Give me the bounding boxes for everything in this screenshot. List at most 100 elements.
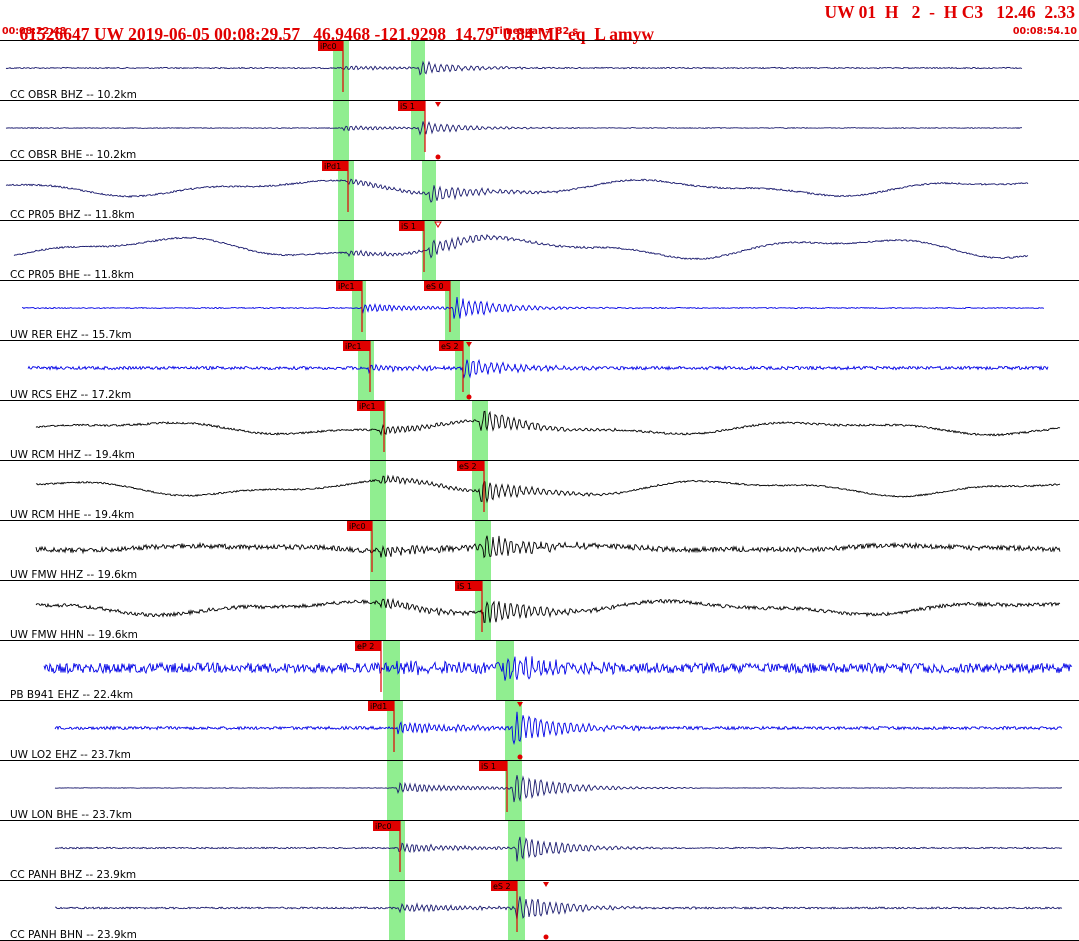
waveform-trace [5, 178, 1029, 203]
s-pick-flag [491, 881, 517, 891]
station-label: UW LON BHE -- 23.7km [10, 809, 132, 821]
s-window-highlight [472, 401, 488, 460]
p-pick-flag [343, 341, 370, 351]
station-label: UW RCM HHZ -- 19.4km [10, 449, 135, 461]
p-pick-flag [336, 281, 362, 291]
event-info: 61526647 UW 2019-06-05 00:08:29.57 46.94… [19, 24, 655, 44]
s-marker-triangle [517, 702, 523, 707]
station-label: CC OBSR BHZ -- 10.2km [10, 89, 137, 101]
s-window-highlight [505, 701, 522, 760]
p-pick-label: iPc1 [345, 342, 362, 351]
s-window-highlight [496, 641, 514, 700]
waveform-trace [35, 597, 1061, 623]
s-pick-flag [439, 341, 463, 351]
s-marker-triangle [543, 882, 549, 887]
s-pick-flag [424, 281, 450, 291]
s-pick-flag [479, 761, 507, 771]
s-window-highlight [411, 41, 425, 100]
station-label: CC PR05 BHE -- 11.8km [10, 269, 134, 281]
s-pick-flag [457, 461, 484, 471]
s-pick-label: iS 1 [401, 222, 416, 231]
trace-row: iS 1 UW LON BHE -- 23.7km [0, 761, 1079, 821]
waveform-trace [35, 410, 1061, 437]
trace-row: eP 2 PB B941 EHZ -- 22.4km [0, 641, 1079, 701]
end-time: 00:08:54.10 [1012, 26, 1077, 37]
trace-row: iPc1 UW RCM HHZ -- 19.4km [0, 401, 1079, 461]
s-pick-label: iS 1 [400, 102, 415, 111]
s-pick-flag [455, 581, 482, 591]
seismogram-panel: iPc0 CC OBSR BHZ -- 10.2km iS 1 CC OBSR BHE… [0, 40, 1079, 941]
p-window-highlight [387, 761, 403, 820]
waveform-trace [54, 711, 1063, 745]
waveform-trace [54, 896, 1063, 921]
s-window-highlight [505, 761, 522, 820]
p-window-highlight [387, 701, 403, 760]
s-pick-label: iS 1 [481, 762, 496, 771]
p-pick-label: iPc1 [359, 402, 376, 411]
p-window-highlight [383, 641, 400, 700]
trace-row: iPd1 CC PR05 BHZ -- 11.8km [0, 161, 1079, 221]
station-label: UW RCM HHE -- 19.4km [10, 509, 134, 521]
p-window-highlight [389, 881, 405, 940]
station-label: CC PR05 BHZ -- 11.8km [10, 209, 135, 221]
trace-row: iS 1 CC PR05 BHE -- 11.8km [0, 221, 1079, 281]
p-pick-flag [373, 821, 400, 831]
p-pick-label: iPd1 [324, 162, 341, 171]
trace-row: iPc0 CC PANH BHZ -- 23.9km [0, 821, 1079, 881]
p-pick-flag [357, 401, 384, 411]
trace-row: iS 1 CC OBSR BHE -- 10.2km [0, 101, 1079, 161]
s-pick-label: eS 0 [426, 282, 444, 291]
waveform-trace [35, 474, 1061, 504]
s-pick-label: eS 2 [441, 342, 459, 351]
p-pick-flag [322, 161, 348, 171]
waveform-trace [27, 358, 1049, 379]
s-pick-flag [399, 221, 424, 231]
s-pick-label: eS 2 [459, 462, 477, 471]
p-pick-label: iPc0 [375, 822, 392, 831]
s-marker-triangle [466, 342, 472, 347]
event-extra: UW 01 H 2 - H C3 12.46 2.33 [824, 2, 1075, 22]
p-pick-label: iPc0 [320, 42, 337, 51]
s-pick-label: iS 1 [457, 582, 472, 591]
p-window-highlight [333, 41, 349, 100]
p-pick-label: iPc0 [349, 522, 366, 531]
station-label: CC PANH BHN -- 23.9km [10, 929, 137, 941]
s-marker-dot [543, 934, 549, 940]
p-pick-flag [368, 701, 394, 711]
p-window-highlight [370, 581, 386, 640]
p-window-highlight [338, 221, 354, 280]
s-pick-label: eS 2 [493, 882, 511, 891]
station-label: UW RER EHZ -- 15.7km [10, 329, 132, 341]
s-marker-dot [466, 394, 472, 400]
trace-row: iPd1 UW LO2 EHZ -- 23.7km [0, 701, 1079, 761]
p-pick-flag [355, 641, 381, 651]
waveform-trace [5, 121, 1022, 136]
waveform-trace [13, 233, 1029, 261]
s-window-highlight [422, 161, 436, 220]
p-pick-label: iPc1 [338, 282, 355, 291]
s-pick-flag [398, 101, 425, 111]
start-time: 00:08:22.48 [2, 26, 67, 37]
s-marker-triangle [435, 102, 441, 107]
waveform-trace [21, 297, 1044, 319]
event-info-line: 61526647 UW 2019-06-05 00:08:29.57 46.94… [2, 1, 1077, 44]
trace-row: iS 1 UW FMW HHN -- 19.6km [0, 581, 1079, 641]
s-window-highlight [411, 101, 425, 160]
timespan: Timespan= 32 s [493, 26, 579, 37]
station-label: UW FMW HHZ -- 19.6km [10, 569, 137, 581]
station-label: CC PANH BHZ -- 23.9km [10, 869, 136, 881]
p-pick-flag [347, 521, 372, 531]
station-label: UW RCS EHZ -- 17.2km [10, 389, 131, 401]
s-window-highlight [445, 281, 460, 340]
waveform-trace [35, 535, 1061, 559]
waveform-trace [54, 836, 1063, 862]
p-pick-label: eP 2 [357, 642, 374, 651]
s-marker-dot [517, 754, 523, 760]
station-label: UW FMW HHN -- 19.6km [10, 629, 138, 641]
record-header: 61526647 UW 2019-06-05 00:08:29.57 46.94… [0, 0, 1079, 44]
station-label: PB B941 EHZ -- 22.4km [10, 689, 133, 701]
s-marker-open-triangle [434, 221, 442, 228]
waveform-trace [5, 60, 1023, 76]
s-window-highlight [475, 581, 491, 640]
trace-row: iPc1 eS 0 UW RER EHZ -- 15.7km [0, 281, 1079, 341]
